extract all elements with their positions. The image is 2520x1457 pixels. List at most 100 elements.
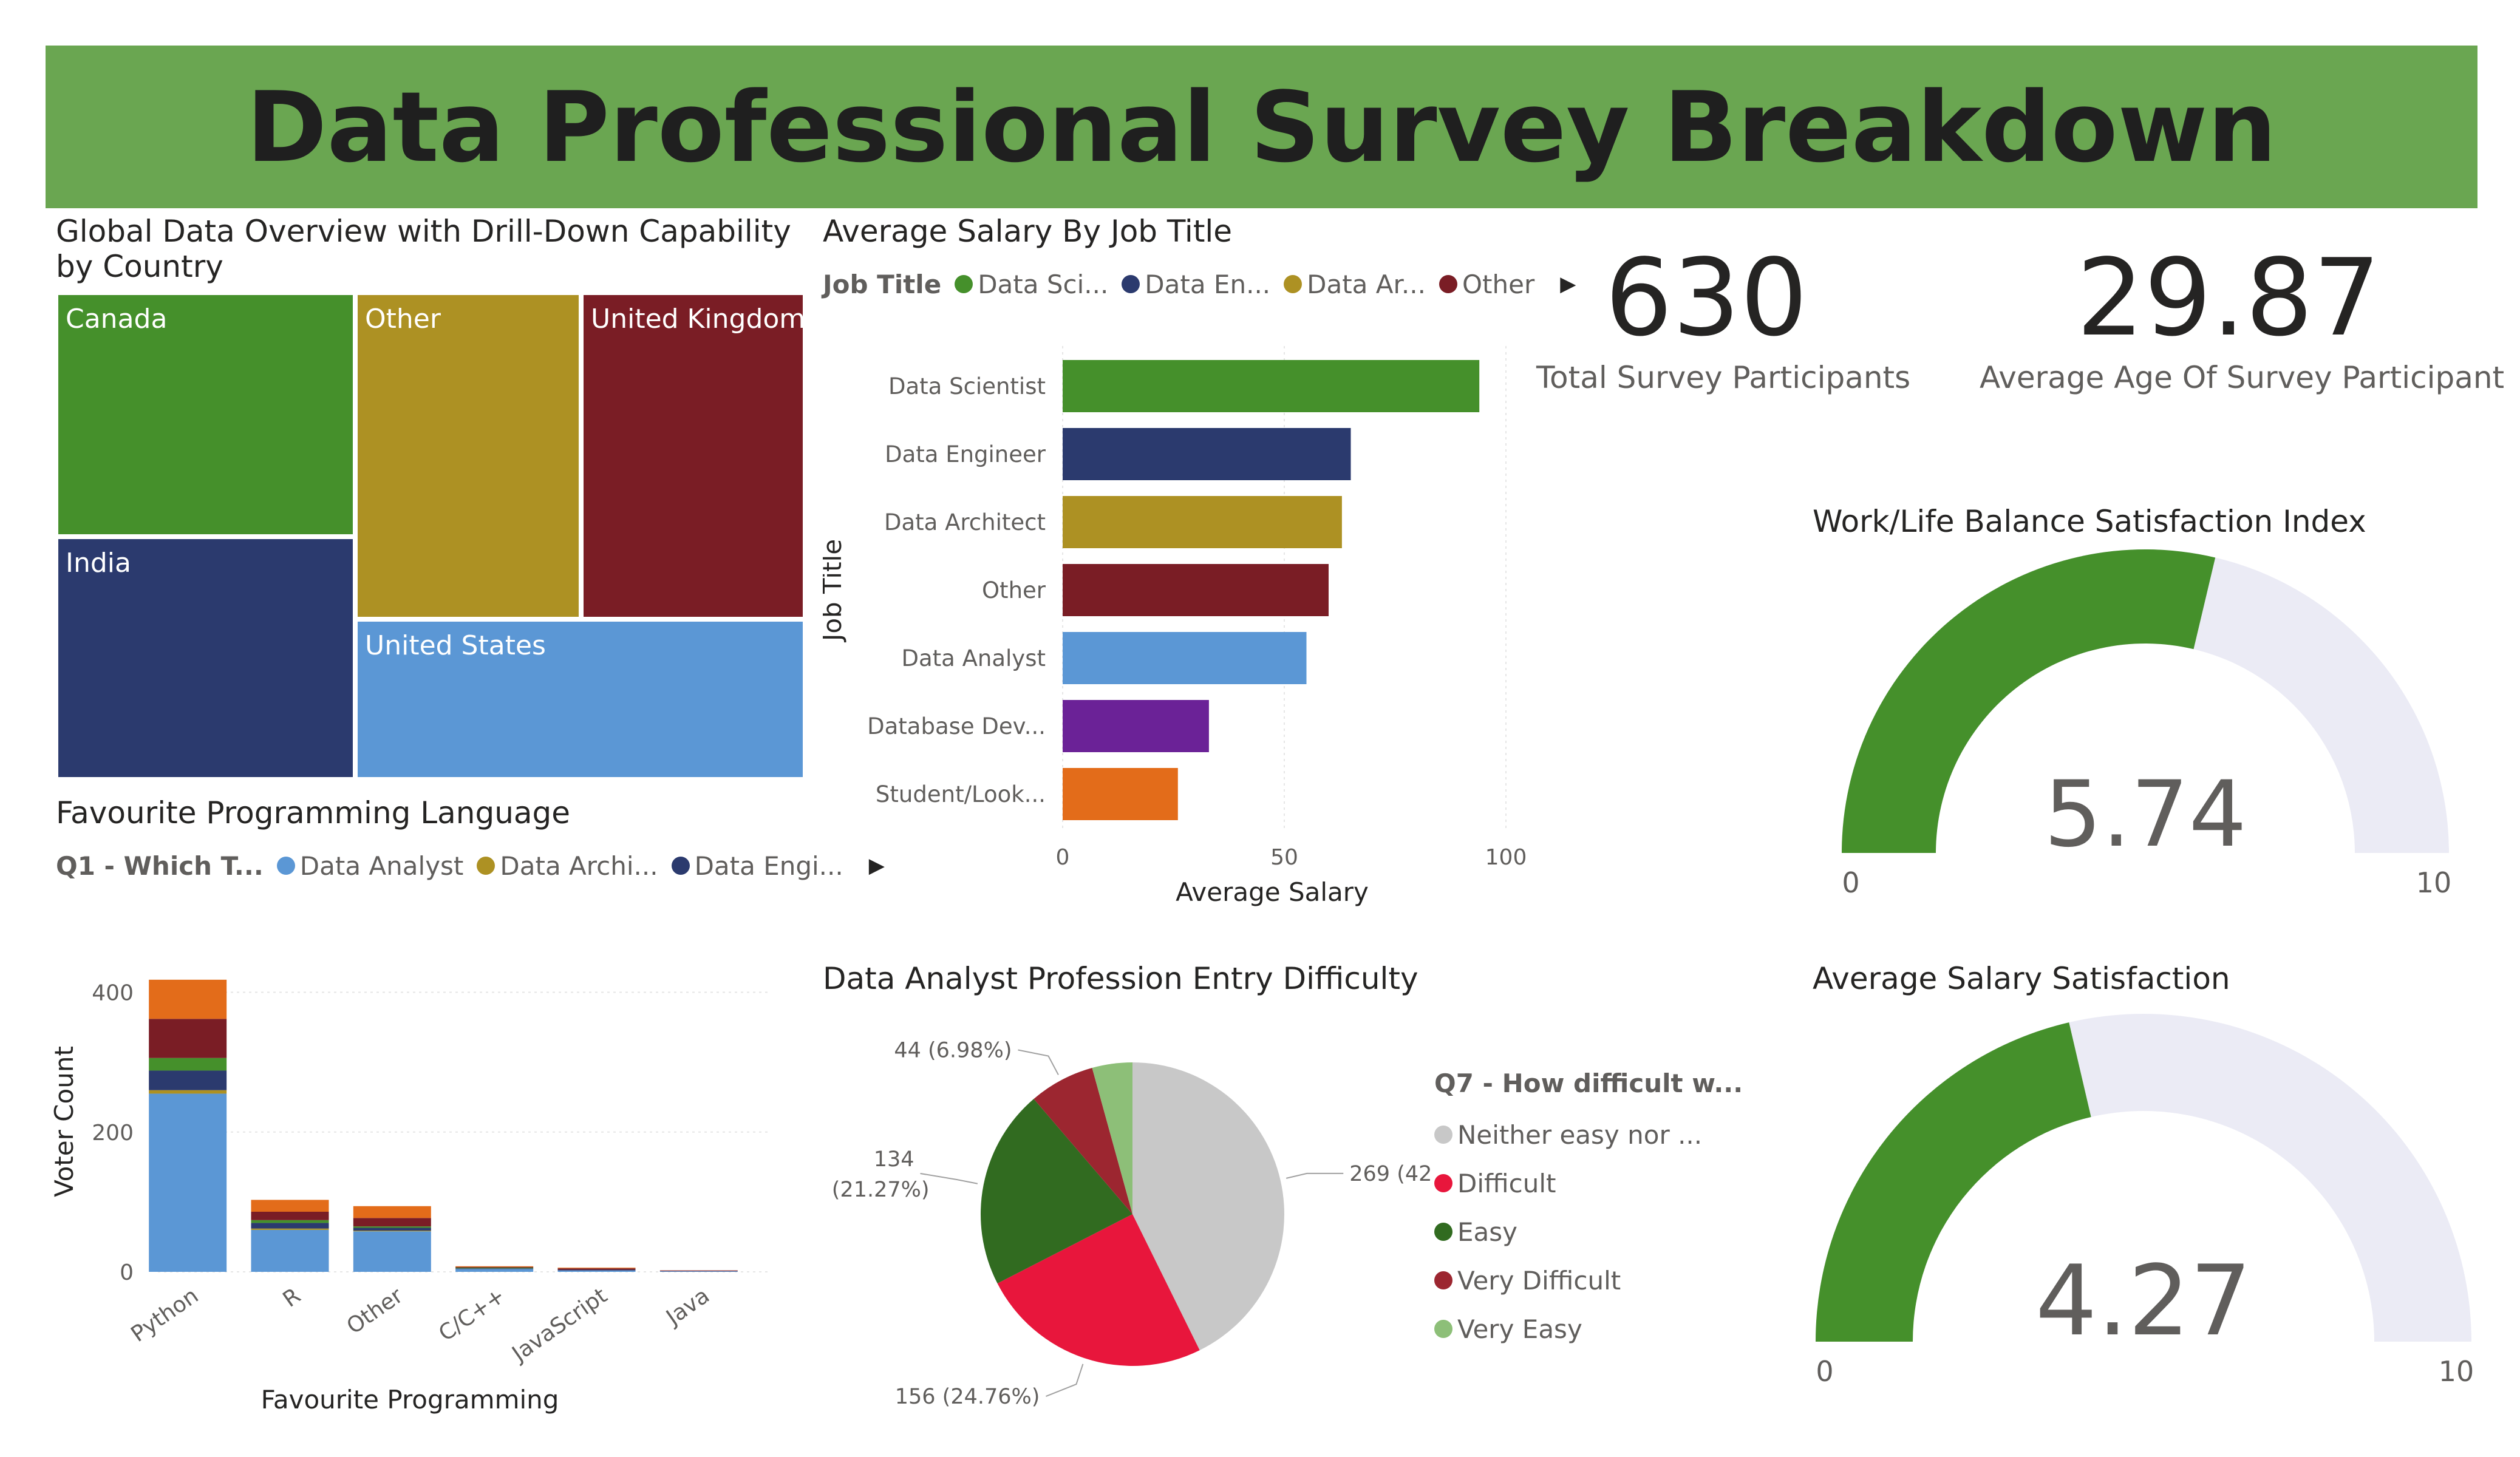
stack-segment xyxy=(251,1229,329,1272)
page-title: Data Professional Survey Breakdown xyxy=(246,70,2277,184)
salary-bar-chart: 0 50 100 Data Scientist Data Engineer Data Ar… xyxy=(823,346,1527,907)
pie-slice xyxy=(997,1214,1200,1366)
stack-segment xyxy=(149,979,227,1019)
salary-chart-title: Average Salary By Job Title xyxy=(823,214,1233,249)
x-tick-label: 100 xyxy=(1485,845,1527,870)
legend-item[interactable]: Easy xyxy=(1434,1207,1743,1256)
stack-segment xyxy=(353,1228,431,1231)
treemap-title: Global Data Overview with Drill-Down Cap… xyxy=(56,214,791,284)
stack-segment xyxy=(149,1019,227,1058)
stack-segment xyxy=(251,1212,329,1220)
legend-next-arrow-icon[interactable]: ▶ xyxy=(868,854,885,878)
stack-segment xyxy=(353,1231,431,1272)
stack-segment xyxy=(251,1223,329,1229)
age-value: 29.87 xyxy=(2076,237,2381,360)
salary-bar xyxy=(1063,496,1342,548)
stack-segment xyxy=(659,1271,738,1272)
legend-item[interactable]: Data En... xyxy=(1122,270,1270,299)
treemap-cell-united-kingdom[interactable]: United Kingdom xyxy=(581,293,805,619)
language-chart-title: Favourite Programming Language xyxy=(56,795,571,830)
y-tick-label: Data Engineer xyxy=(885,441,1046,467)
salary-bar xyxy=(1063,768,1178,820)
legend-item[interactable]: Data Analyst xyxy=(276,851,463,881)
legend-item[interactable]: Other xyxy=(1439,270,1534,299)
legend-item[interactable]: Data Ar... xyxy=(1284,270,1426,299)
gauge-max-label: 10 xyxy=(2416,866,2452,899)
x-tick-label: Java xyxy=(661,1283,714,1331)
legend-dot xyxy=(1284,275,1303,293)
legend-label: Data En... xyxy=(1145,269,1271,299)
pie-slice xyxy=(1092,1062,1132,1214)
legend-label: Data Archi... xyxy=(500,851,658,881)
participants-value: 630 xyxy=(1604,237,1808,360)
stack-segment xyxy=(149,1090,227,1094)
gauge-fill xyxy=(1842,549,2216,853)
legend-item[interactable]: Very Easy xyxy=(1434,1305,1743,1353)
legend-dot xyxy=(1439,275,1457,293)
stack-segment xyxy=(149,1093,227,1272)
legend-item[interactable]: Data Archi... xyxy=(477,851,658,881)
participants-card: 630 Total Survey Participants xyxy=(1536,237,1911,395)
difficulty-pie-chart: 269 (42.7%) 156 (24.76%) 134 (21.27%) 44 (6.… xyxy=(832,1039,1430,1408)
salary-bar xyxy=(1063,360,1480,412)
stack-segment xyxy=(353,1226,431,1228)
pie-data-label: 44 (6.98%) xyxy=(894,1039,1012,1063)
legend-label: Easy xyxy=(1457,1217,1518,1247)
legend-item[interactable]: Data Sci... xyxy=(955,270,1108,299)
stack-segment xyxy=(557,1268,636,1270)
x-tick-label: JavaScript xyxy=(507,1283,612,1367)
x-tick-label: Python xyxy=(127,1283,203,1347)
x-tick-label: 0 xyxy=(1056,845,1070,870)
salary-legend: Job Title Data Sci... Data En... Data Ar… xyxy=(823,267,1576,301)
stack-segment xyxy=(455,1266,534,1267)
participants-label: Total Survey Participants xyxy=(1536,360,1911,395)
y-axis-label: Voter Count xyxy=(49,1046,79,1197)
legend-dot xyxy=(671,857,690,875)
pie-data-label: 269 (42.7%) xyxy=(1349,1162,1430,1186)
treemap-cell-other[interactable]: Other xyxy=(355,293,581,619)
treemap-cell-india[interactable]: India xyxy=(56,537,355,779)
y-tick-label: Data Architect xyxy=(884,509,1046,535)
pie-leader-line xyxy=(1286,1172,1344,1179)
worklife-gauge: 5.74 0 10 xyxy=(1842,549,2452,899)
pie-leader-line xyxy=(1018,1049,1059,1075)
legend-item[interactable]: Neither easy nor ... xyxy=(1434,1110,1743,1159)
legend-title: Q7 - How difficult w... xyxy=(1434,1068,1743,1098)
treemap-label: United States xyxy=(365,630,546,661)
y-tick-label: 200 xyxy=(92,1121,134,1146)
stack-segment xyxy=(353,1206,431,1218)
header-banner: Data Professional Survey Breakdown xyxy=(46,46,2477,208)
legend-item[interactable]: Difficult xyxy=(1434,1159,1743,1207)
stack-segment xyxy=(353,1218,431,1227)
stack-segment xyxy=(557,1269,636,1271)
x-tick-label: R xyxy=(279,1283,305,1313)
treemap-cell-canada[interactable]: Canada xyxy=(56,293,355,537)
x-axis-label: Average Salary xyxy=(1176,877,1369,907)
pie-slice xyxy=(1132,1062,1285,1351)
treemap-label: India xyxy=(66,548,131,579)
legend-label: Difficult xyxy=(1457,1168,1556,1198)
treemap-cell-united-states[interactable]: United States xyxy=(355,619,805,779)
legend-label: Data Engi... xyxy=(694,851,843,881)
treemap: Canada India Other United Kingdom United… xyxy=(56,293,805,779)
stack-segment xyxy=(149,1058,227,1071)
legend-item[interactable]: Data Engi... xyxy=(671,851,843,881)
x-axis-label: Favourite Programming xyxy=(261,1385,559,1415)
pie-slice xyxy=(981,1099,1132,1284)
legend-title: Job Title xyxy=(823,269,942,299)
stack-segment xyxy=(149,1070,227,1090)
salary-bar xyxy=(1063,564,1329,616)
legend-dot xyxy=(477,857,495,875)
legend-dot xyxy=(276,857,295,875)
legend-item[interactable]: Very Difficult xyxy=(1434,1256,1743,1305)
stack-segment xyxy=(251,1200,329,1212)
legend-next-arrow-icon[interactable]: ▶ xyxy=(1560,272,1576,296)
legend-dot xyxy=(1434,1271,1452,1289)
gauge-value: 5.74 xyxy=(2044,762,2247,868)
y-tick-label: Data Analyst xyxy=(901,645,1046,671)
age-card: 29.87 Average Age Of Survey Participant xyxy=(1980,237,2504,395)
legend-dot xyxy=(1434,1126,1452,1144)
legend-label: Very Easy xyxy=(1457,1314,1582,1344)
treemap-label: Other xyxy=(365,304,441,335)
x-tick-label: 50 xyxy=(1270,845,1298,870)
